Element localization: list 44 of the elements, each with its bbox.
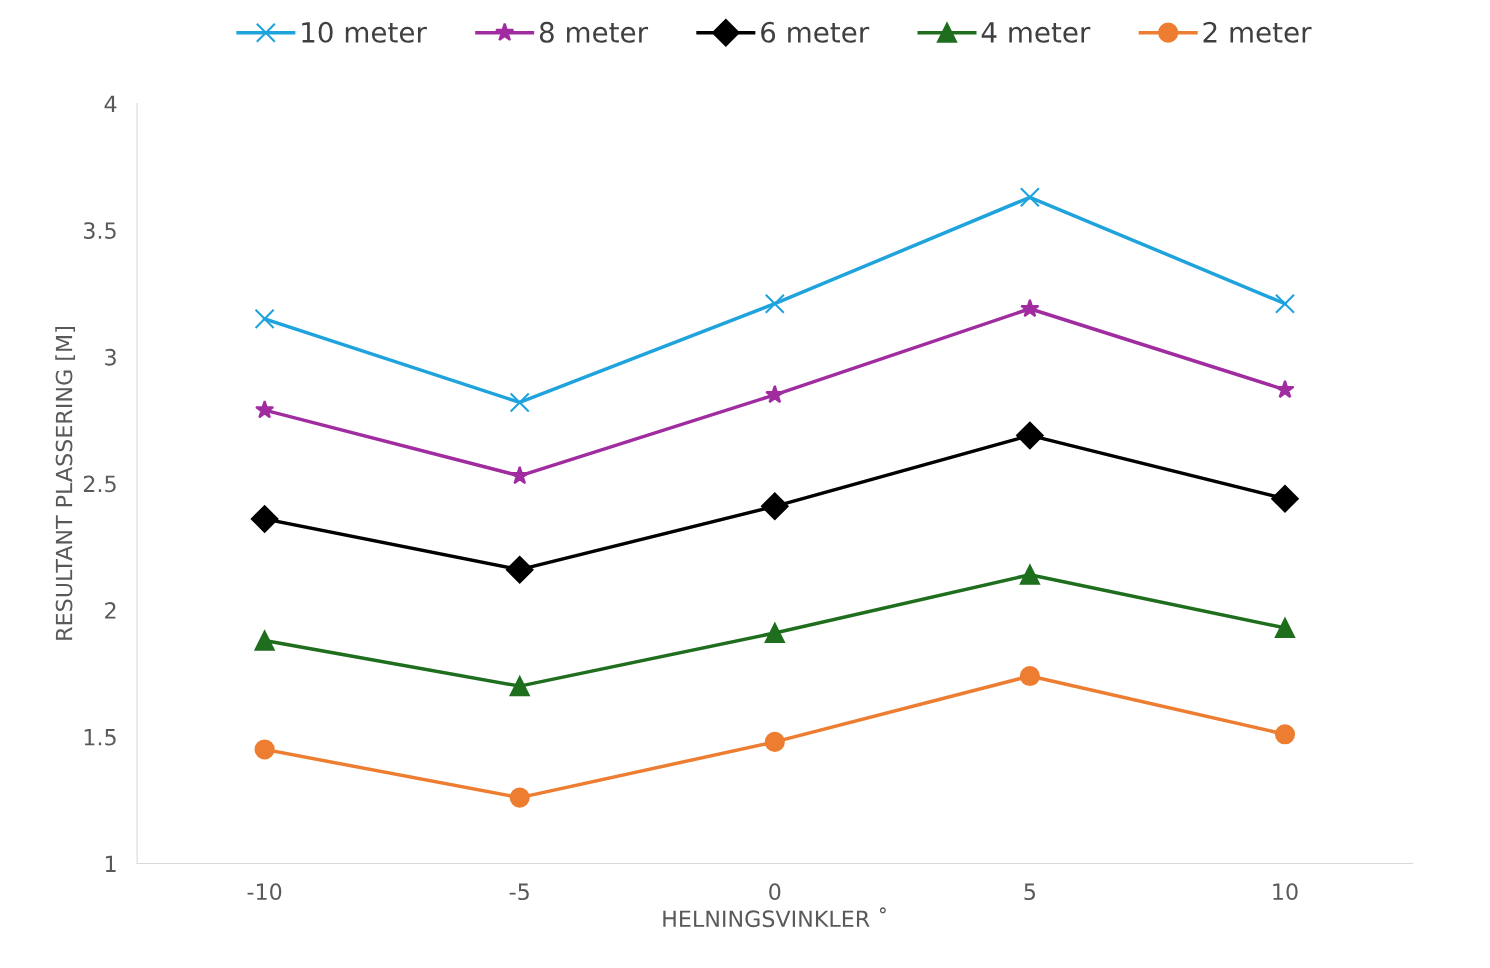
y-tick-label: 2 [105,602,116,619]
point [509,787,530,808]
point [250,505,279,533]
legend-label: 8 meter [539,21,649,43]
point [1274,617,1296,638]
y-tick-label: 1 [105,855,116,872]
point [764,731,785,752]
point [255,399,275,419]
point [254,630,275,651]
point [509,392,530,413]
legend-label: 6 meter [761,21,870,43]
y-tick-label: 4 [104,95,117,113]
y-axis-title: RESULTANT PLASSERING [M] [55,327,76,640]
point [1020,298,1040,318]
point [509,676,530,697]
y-tick-label: 3 [105,348,116,366]
y-tick-label: 3.5 [83,222,116,239]
point [505,555,534,584]
x-tick-label: 5 [1024,883,1036,901]
y-tick-label: 1.5 [84,729,116,746]
x-tick-label: 0 [769,883,781,901]
x-tick-label: -10 [247,883,282,901]
legend-label: 10 meter [302,21,427,43]
point [764,622,785,644]
point [510,465,530,485]
x-tick-label: -5 [509,883,529,901]
x-tick-label: 10 [1273,883,1298,901]
legend-label: 4 meter [981,22,1091,43]
point [1275,379,1295,399]
point [254,308,275,329]
y-tick-label: 2.5 [83,475,116,493]
point [1016,421,1044,450]
point [254,739,275,760]
point [1274,293,1296,314]
point [1274,724,1296,745]
point [1019,187,1040,208]
point [1019,665,1040,687]
legend-label: 2 meter [1203,21,1312,43]
point [764,293,785,314]
point [1271,484,1299,513]
point [1019,564,1040,585]
point [765,384,785,404]
point [760,492,789,521]
x-axis-title: HELNINGSVINKLER ˚ [663,907,886,928]
